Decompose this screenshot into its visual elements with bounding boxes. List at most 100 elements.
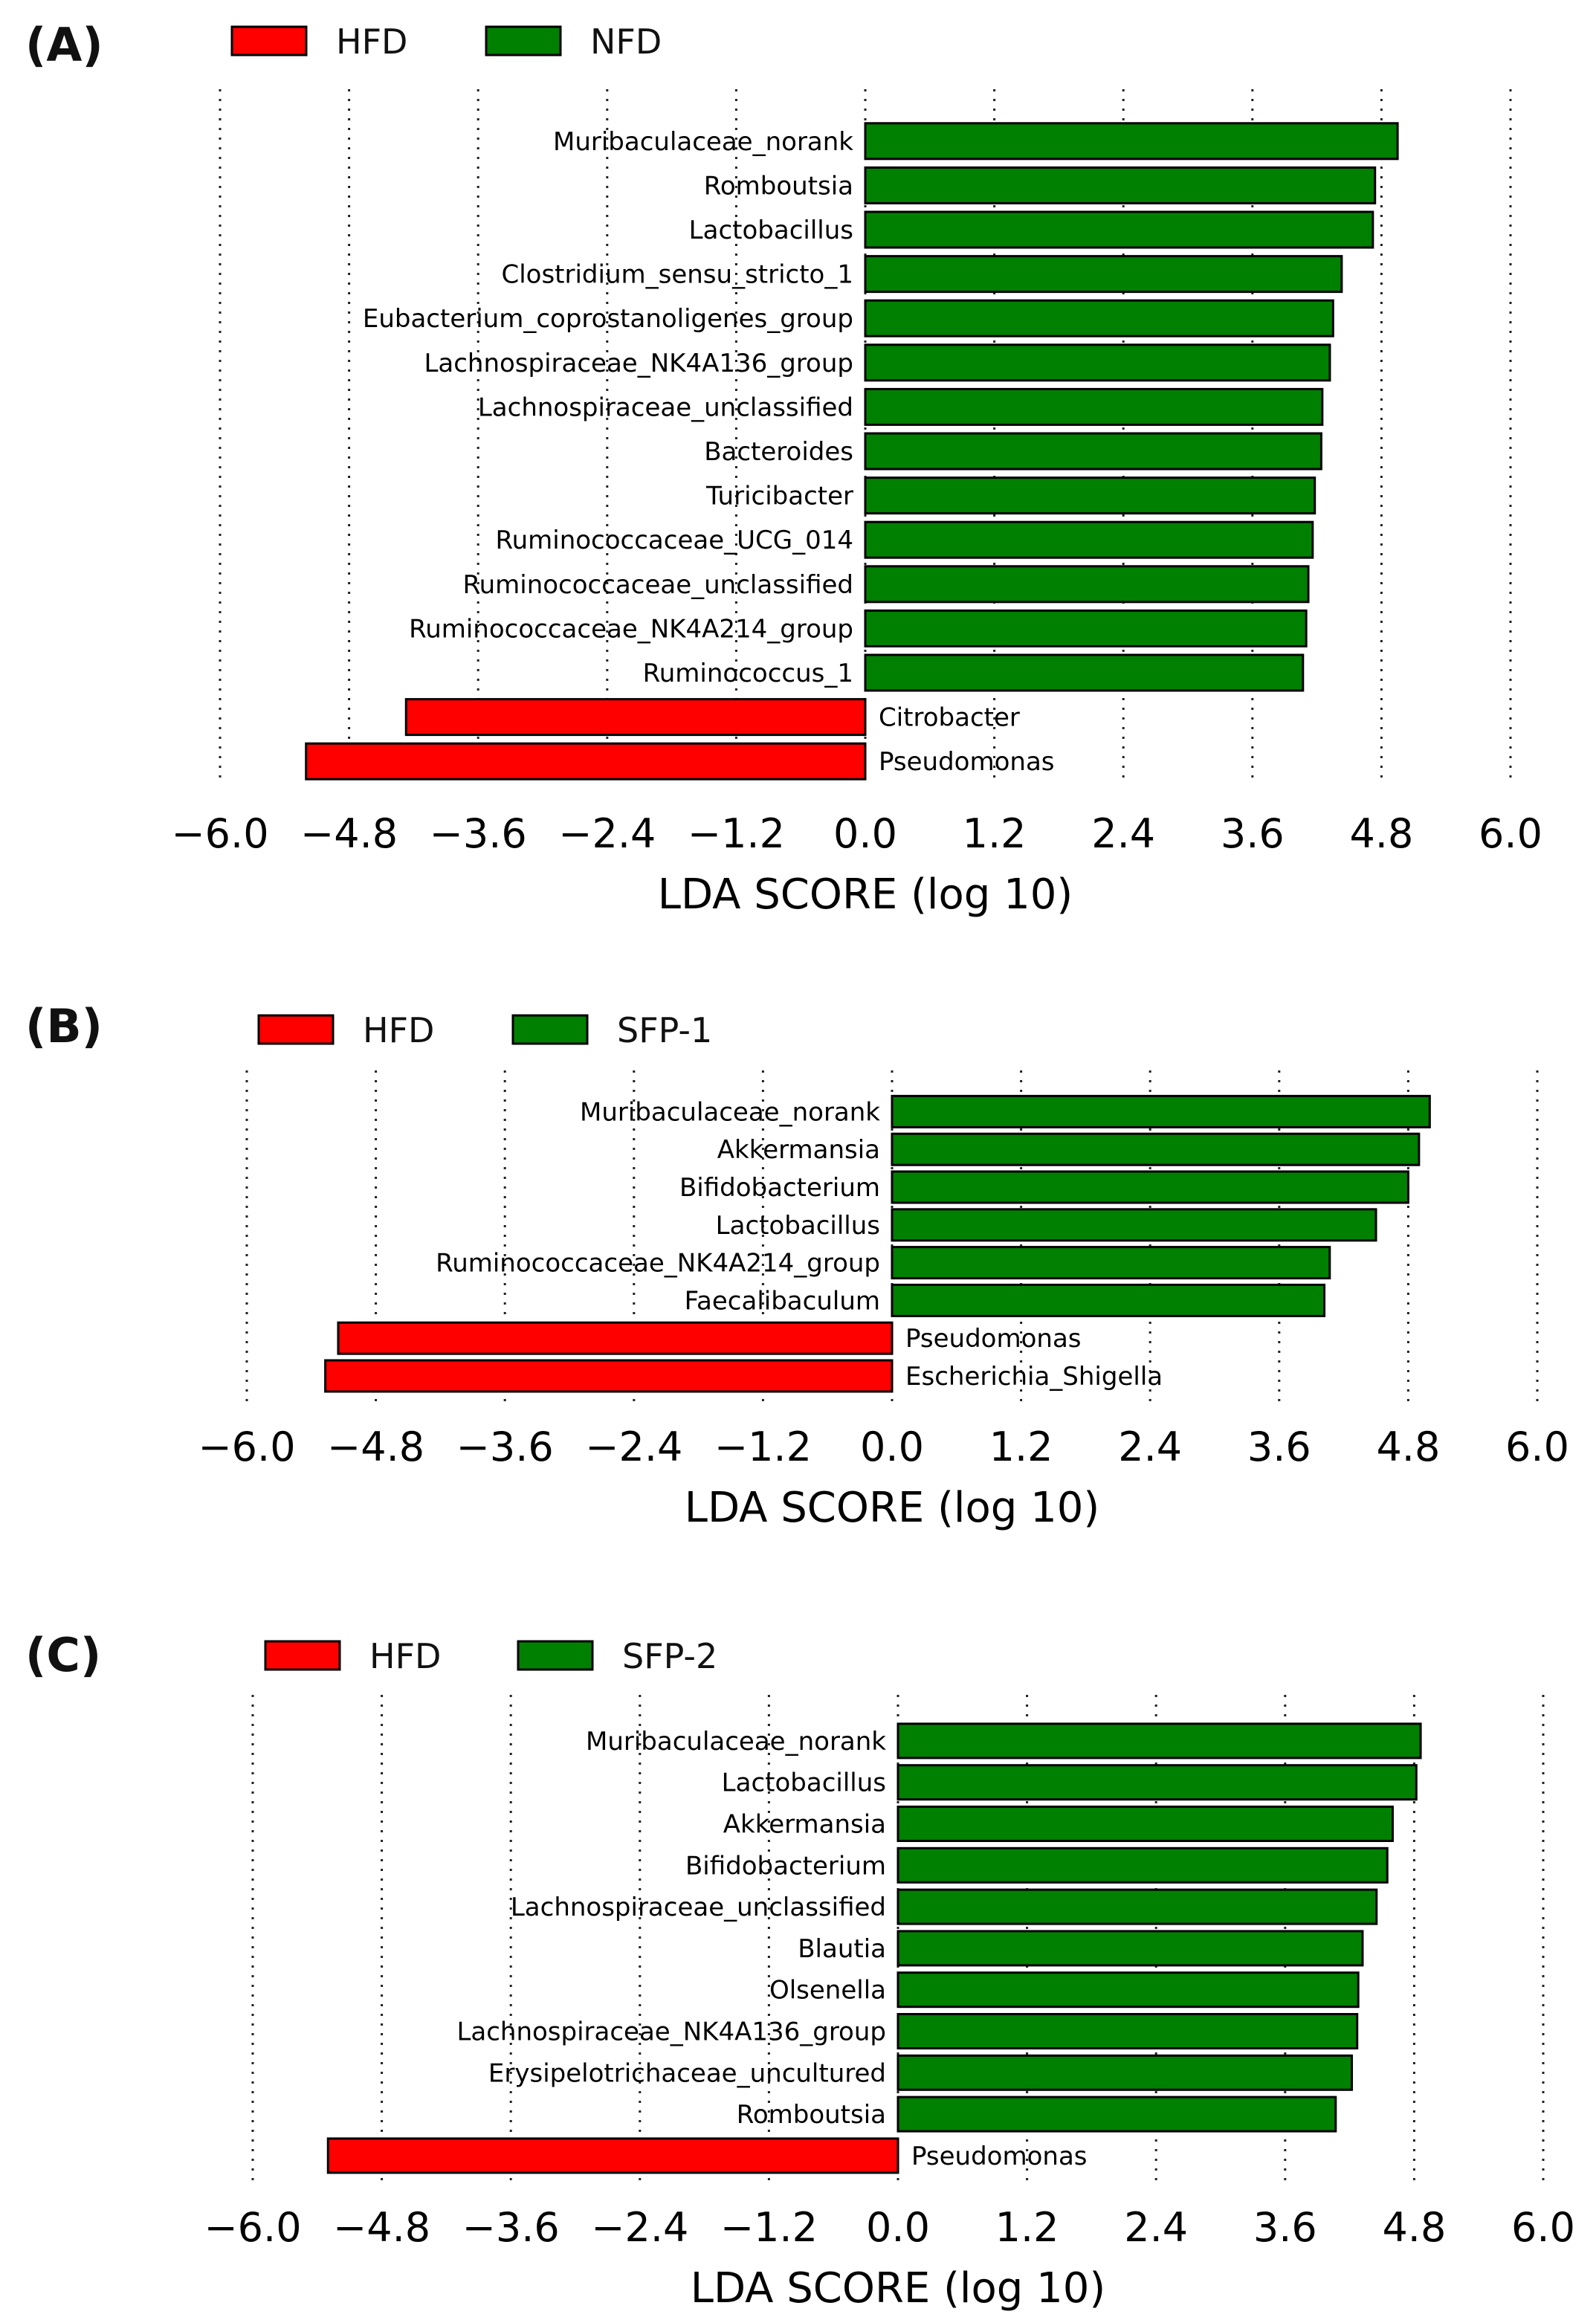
bar-label: Lachnospiraceae_unclassified <box>478 392 853 422</box>
x-tick-label: −2.4 <box>591 2204 688 2251</box>
x-tick-label: −4.8 <box>333 2204 430 2251</box>
x-tick-label: 4.8 <box>1349 810 1413 857</box>
bar-label: Muribaculaceae_norank <box>586 1727 886 1757</box>
bar-label: Bifidobacterium <box>679 1173 880 1203</box>
bar-blautia <box>896 1930 1364 1967</box>
bar-label: Olsenella <box>769 1976 886 2006</box>
bar-lachnospiraceae-unclassified <box>896 1888 1378 1925</box>
bar-label: Akkermansia <box>717 1135 880 1165</box>
x-tick-label: −3.6 <box>430 810 527 857</box>
bar-turicibacter <box>864 476 1316 515</box>
x-tick-label: 1.2 <box>963 810 1027 857</box>
bar-label: Romboutsia <box>737 2100 886 2130</box>
x-tick-label: 6.0 <box>1479 810 1542 857</box>
x-tick-label: 1.2 <box>989 1424 1053 1470</box>
bar-label: Bacteroides <box>704 437 853 467</box>
legend-swatch-sfp-1 <box>511 1014 589 1045</box>
bar-label: Blautia <box>798 1934 886 1964</box>
legend-label-sfp-1: SFP-1 <box>617 1010 712 1050</box>
bar-ruminococcaceae-nk4a214-group <box>891 1246 1331 1280</box>
bar-label: Akkermansia <box>723 1810 886 1840</box>
legend-label-hfd: HFD <box>363 1010 434 1050</box>
bar-label: Ruminococcaceae_NK4A214_group <box>409 614 853 644</box>
bar-pseudomonas <box>326 2137 899 2174</box>
legend-swatch-hfd <box>257 1014 335 1045</box>
bar-bifidobacterium <box>896 1846 1389 1884</box>
legend-swatch-hfd <box>230 25 308 56</box>
bar-label: Ruminococcaceae_unclassified <box>462 570 853 600</box>
x-tick-label: −3.6 <box>462 2204 560 2251</box>
legend-label-hfd: HFD <box>336 22 407 62</box>
bar-ruminococcaceae-ucg-014 <box>864 520 1314 559</box>
x-tick-label: −3.6 <box>456 1424 554 1470</box>
bar-label: Erysipelotrichaceae_uncultured <box>488 2058 886 2088</box>
x-tick-label: 1.2 <box>995 2204 1059 2251</box>
bar-faecalibaculum <box>891 1283 1326 1317</box>
bar-label: Lactobacillus <box>722 1768 886 1798</box>
x-tick-label: 3.6 <box>1247 1424 1311 1470</box>
bar-ruminococcaceae-nk4a214-group <box>864 609 1308 647</box>
bar-label: Faecalibaculum <box>685 1286 880 1316</box>
bar-citrobacter <box>404 698 867 737</box>
bar-bifidobacterium <box>891 1170 1409 1204</box>
x-tick-label: 0.0 <box>866 2204 930 2251</box>
x-tick-label: −1.2 <box>688 810 785 857</box>
bar-label: Ruminococcaceae_UCG_014 <box>495 526 853 555</box>
x-tick-label: 3.6 <box>1253 2204 1317 2251</box>
x-tick-label: −1.2 <box>714 1424 812 1470</box>
x-tick-label: −2.4 <box>558 810 656 857</box>
bar-label: Pseudomonas <box>879 747 1055 777</box>
x-tick-label: −2.4 <box>585 1424 682 1470</box>
x-tick-label: 6.0 <box>1505 1424 1569 1470</box>
bar-label: Pseudomonas <box>905 1324 1082 1354</box>
legend-label-hfd: HFD <box>369 1636 441 1676</box>
bar-muribaculaceae-norank <box>896 1722 1422 1760</box>
bar-label: Turicibacter <box>705 482 853 511</box>
x-tick-label: −6.0 <box>198 1424 295 1470</box>
bar-lactobacillus <box>891 1208 1377 1242</box>
bar-eubacterium-coprostanoligenes-group <box>864 299 1334 337</box>
bar-label: Pseudomonas <box>911 2142 1088 2171</box>
bar-label: Lachnospiraceae_NK4A136_group <box>456 2017 886 2047</box>
bar-label: Citrobacter <box>879 703 1020 733</box>
bar-muribaculaceae-norank <box>891 1094 1431 1128</box>
bar-ruminococcaceae-unclassified <box>864 565 1310 604</box>
bar-bacteroides <box>864 432 1322 471</box>
bar-pseudomonas <box>337 1321 894 1355</box>
bar-clostridium-sensu-stricto-1 <box>864 255 1343 294</box>
bar-romboutsia <box>864 166 1377 204</box>
panel-label: (B) <box>25 999 103 1053</box>
x-tick-label: 4.8 <box>1382 2204 1446 2251</box>
x-tick-label: 0.0 <box>833 810 897 857</box>
x-tick-label: −1.2 <box>720 2204 818 2251</box>
chart-panel-2: (C) HFD SFP-2 Muribaculaceae_norank Lactobac… <box>25 1628 1575 2313</box>
x-tick-label: 4.8 <box>1376 1424 1440 1470</box>
bar-label: Ruminococcus_1 <box>643 659 853 688</box>
bar-lachnospiraceae-unclassified <box>864 387 1324 426</box>
bar-erysipelotrichaceae-uncultured <box>896 2054 1353 2091</box>
x-tick-label: −4.8 <box>300 810 398 857</box>
panel-label: (C) <box>25 1628 101 1682</box>
bar-lactobacillus <box>864 210 1374 249</box>
bar-escherichia-shigella <box>324 1359 894 1393</box>
bar-label: Escherichia_Shigella <box>905 1362 1163 1392</box>
bar-label: Eubacterium_coprostanoligenes_group <box>363 304 853 334</box>
x-tick-label: −6.0 <box>171 810 268 857</box>
bar-akkermansia <box>896 1806 1394 1842</box>
x-tick-label: 6.0 <box>1511 2204 1575 2251</box>
x-tick-label: −4.8 <box>327 1424 424 1470</box>
x-axis-title: LDA SCORE (log 10) <box>658 870 1073 919</box>
x-tick-label: 2.4 <box>1124 2204 1188 2251</box>
x-axis-title: LDA SCORE (log 10) <box>691 2264 1105 2313</box>
x-tick-label: 2.4 <box>1091 810 1155 857</box>
bar-akkermansia <box>891 1132 1421 1166</box>
legend-label-sfp-2: SFP-2 <box>622 1636 717 1676</box>
chart-panel-0: (A) HFD NFD Muribaculaceae_norank Romboutsia… <box>25 18 1542 919</box>
x-tick-label: 3.6 <box>1221 810 1285 857</box>
bar-muribaculaceae-norank <box>864 122 1399 161</box>
bar-label: Muribaculaceae_norank <box>553 127 853 157</box>
bar-label: Romboutsia <box>704 171 853 201</box>
bar-label: Muribaculaceae_norank <box>580 1097 880 1127</box>
